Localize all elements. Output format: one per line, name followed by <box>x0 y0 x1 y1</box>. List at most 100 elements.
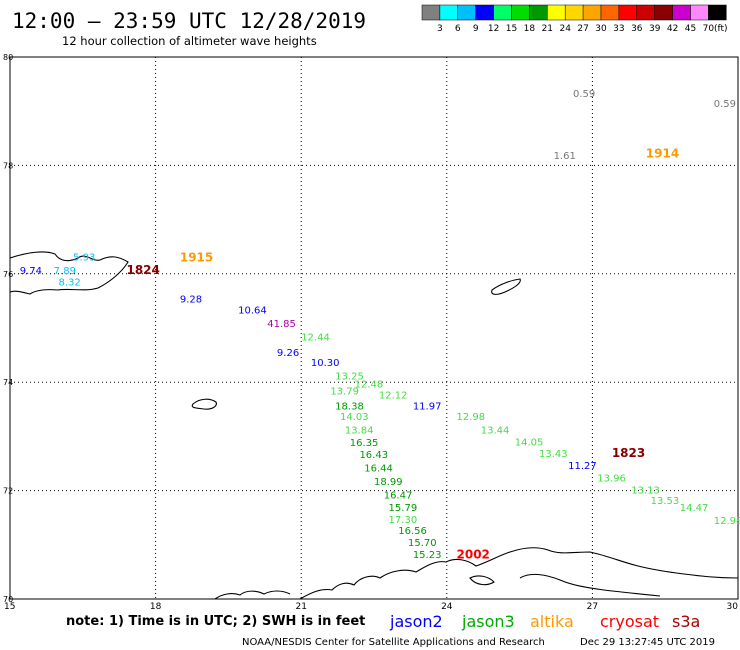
axis-labels: 15 18 21 24 27 30 80 78 76 74 72 70 <box>3 53 738 612</box>
color-bar-ticks: 3 6 9 12 15 18 21 24 27 30 33 36 39 42 45 70 <box>437 24 714 34</box>
wave-height-label: 13.25 <box>335 371 364 382</box>
wave-height-label: 5.93 <box>73 252 95 263</box>
color-bar-swatch <box>690 4 709 21</box>
color-bar-tick-label: 33 <box>613 24 624 34</box>
color-bar-tick-label: 12 <box>488 24 499 34</box>
wave-height-label: 12.98 <box>714 516 740 527</box>
wave-height-label: 9.26 <box>277 348 299 359</box>
color-bar-swatch <box>529 4 548 21</box>
color-bar-swatch <box>654 4 673 21</box>
wave-height-label: 13.79 <box>330 387 359 398</box>
wave-height-label: 16.43 <box>359 450 388 461</box>
x-tick-label: 30 <box>727 602 739 612</box>
island-kolguev <box>191 398 217 410</box>
wave-height-label: 18.99 <box>374 477 403 488</box>
wave-height-label: 8.32 <box>59 278 81 289</box>
legend-jason2: jason2 <box>389 612 443 631</box>
wave-height-label: 12.48 <box>355 380 384 391</box>
wave-height-label: 15.23 <box>413 550 442 561</box>
color-bar-swatch <box>672 4 691 21</box>
color-bar-swatch <box>582 4 602 21</box>
wave-height-label: 18.38 <box>335 401 364 412</box>
wave-height-label: 41.85 <box>267 319 296 330</box>
color-bar-tick-label: 18 <box>524 24 536 34</box>
color-bar-swatch <box>618 4 638 21</box>
color-bar-tick-label: 15 <box>506 24 517 34</box>
wave-height-label: 1914 <box>646 146 679 160</box>
coast-islands-east <box>469 575 495 586</box>
color-bar-swatch <box>564 4 584 21</box>
footer-timestamp: Dec 29 13:27:45 UTC 2019 <box>580 637 715 648</box>
y-tick-label: 78 <box>3 161 13 170</box>
wave-height-label: 13.53 <box>651 496 680 507</box>
color-bar-tick-label: 27 <box>577 24 588 34</box>
y-tick-label: 70 <box>3 595 13 604</box>
wave-height-label: 16.35 <box>350 438 379 449</box>
wave-height-label: 13.84 <box>345 426 374 437</box>
coastline <box>9 251 739 600</box>
wave-height-label: 13.43 <box>539 449 568 460</box>
color-bar-swatch <box>636 4 655 21</box>
wave-height-label: 0.59 <box>714 99 736 110</box>
legend-jason3: jason3 <box>461 612 515 631</box>
color-bar-swatch <box>547 4 566 21</box>
wave-height-label: 12.44 <box>301 332 330 343</box>
wave-height-label: 13.13 <box>631 485 660 496</box>
wave-height-label: 16.47 <box>384 491 413 502</box>
island-east-1 <box>491 278 521 295</box>
island-mainland-coast <box>299 547 739 600</box>
wave-height-label: 10.30 <box>311 358 340 369</box>
color-bar-swatch <box>421 4 441 21</box>
wave-height-label: 1.61 <box>554 151 576 162</box>
y-tick-label: 80 <box>3 53 13 62</box>
wave-height-label: 9.74 <box>20 266 42 277</box>
color-bar-swatch <box>493 4 512 21</box>
color-bar-swatch <box>600 4 620 21</box>
color-bar-tick-label: 36 <box>631 24 643 34</box>
legend-s3a: s3a <box>672 612 700 631</box>
y-tick-label: 72 <box>3 487 13 496</box>
x-tick-label: 24 <box>441 602 453 612</box>
x-tick-label: 18 <box>150 602 162 612</box>
page-subtitle: 12 hour collection of altimeter wave hei… <box>62 34 317 48</box>
color-bar-tick-label: 9 <box>473 24 479 34</box>
wave-height-label: 12.98 <box>457 412 486 423</box>
wave-height-label: 1823 <box>612 446 645 460</box>
color-bar-swatch <box>708 4 727 21</box>
color-bar-swatch <box>439 4 459 21</box>
color-bar-tick-label: 24 <box>559 24 571 34</box>
color-bar-swatch <box>457 4 476 21</box>
coast-islands-west <box>214 590 291 600</box>
wave-height-label: 15.70 <box>408 538 437 549</box>
page-title: 12:00 – 23:59 UTC 12/28/2019 <box>12 9 366 33</box>
wave-height-label: 1824 <box>126 263 159 277</box>
x-tick-label: 21 <box>295 602 306 612</box>
color-bar-tick-label: 3 <box>437 24 443 34</box>
color-bar-tick-label: 39 <box>649 24 661 34</box>
color-bar-tick-label: 45 <box>685 24 696 34</box>
plot-frame <box>9 56 739 600</box>
color-bar <box>421 4 727 21</box>
coast-inlet <box>519 573 661 597</box>
y-tick-label: 74 <box>3 378 13 387</box>
data-points: 0.590.5911.6516-1.6119140.5910.1323.985.… <box>20 89 740 561</box>
footer-credit: NOAA/NESDIS Center for Satellite Applica… <box>242 637 545 648</box>
color-bar-swatch <box>511 4 530 21</box>
legend-cryosat: cryosat <box>600 612 659 631</box>
grid-lines <box>10 57 738 599</box>
wave-height-label: 14.03 <box>340 412 369 423</box>
wave-height-label: 17.30 <box>389 515 418 526</box>
wave-height-label: 14.47 <box>680 503 709 514</box>
color-bar-swatch <box>475 4 494 21</box>
satellite-legend: jason2 jason3 altika cryosat s3a <box>389 612 700 631</box>
greenland-coast <box>9 251 129 295</box>
wave-height-label: 16.44 <box>364 464 393 475</box>
footer-note: note: 1) Time is in UTC; 2) SWH is in fe… <box>66 614 365 629</box>
wave-height-label: 13.96 <box>597 473 626 484</box>
wave-height-label: 16.56 <box>398 526 427 537</box>
x-tick-label: 27 <box>587 602 598 612</box>
wave-height-label: 0.59 <box>573 89 595 100</box>
wave-height-label: 11.97 <box>413 401 442 412</box>
